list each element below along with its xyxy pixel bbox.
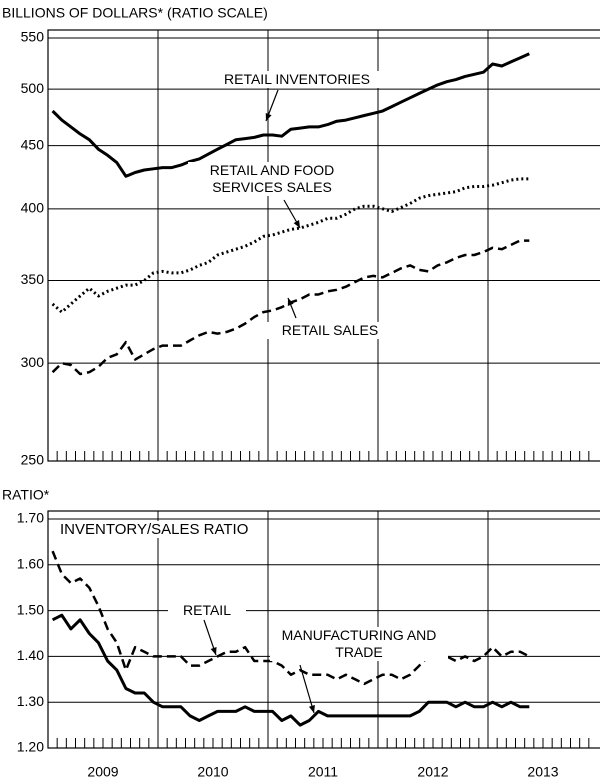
- y-tick-label: 300: [21, 354, 45, 370]
- series-annotation: RETAIL INVENTORIES: [198, 71, 396, 88]
- x-tick-label: 2010: [197, 764, 228, 780]
- arrow-head: [210, 647, 217, 655]
- series-annotation: RETAIL: [168, 602, 246, 619]
- series-line: [51, 550, 530, 686]
- plot-frame: [47, 29, 600, 462]
- y-tick-label: 400: [21, 200, 45, 216]
- y-tick-label: 550: [21, 29, 45, 45]
- x-tick-label: 2009: [87, 764, 118, 780]
- y-tick-label: 450: [21, 136, 45, 152]
- y-tick-label: 1.60: [17, 556, 44, 572]
- arrow-head: [308, 705, 315, 713]
- y-tick-label: 1.50: [17, 601, 44, 617]
- x-tick-label: 2011: [308, 764, 338, 780]
- x-tick-label: 2012: [417, 764, 448, 780]
- arrow-head: [265, 113, 272, 121]
- y-axis-label: RATIO*: [2, 487, 50, 503]
- y-tick-label: 350: [21, 271, 45, 287]
- y-tick-label: 1.30: [17, 693, 44, 709]
- x-tick-label: 2013: [527, 764, 558, 780]
- y-tick-label: 1.40: [17, 647, 44, 663]
- series-line: [51, 613, 530, 727]
- y-tick-label: 250: [21, 452, 45, 468]
- series-line: [51, 177, 530, 314]
- series-annotation: RETAIL SALES: [266, 322, 394, 339]
- series-line: [51, 239, 530, 376]
- y-axis-label: BILLIONS OF DOLLARS* (RATIO SCALE): [2, 5, 268, 21]
- series-annotation: RETAIL AND FOOD SERVICES SALES: [188, 162, 356, 196]
- y-tick-label: 1.70: [17, 510, 44, 526]
- arrow-head: [293, 220, 300, 228]
- series-line: [51, 52, 530, 178]
- panel-title: INVENTORY/SALES RATIO: [56, 521, 253, 538]
- arrow-head: [287, 298, 294, 306]
- y-tick-label: 500: [21, 80, 45, 96]
- y-tick-label: 1.20: [17, 739, 44, 755]
- series-annotation: MANUFACTURING AND TRADE: [270, 627, 448, 661]
- annotation-arrow: [299, 664, 315, 714]
